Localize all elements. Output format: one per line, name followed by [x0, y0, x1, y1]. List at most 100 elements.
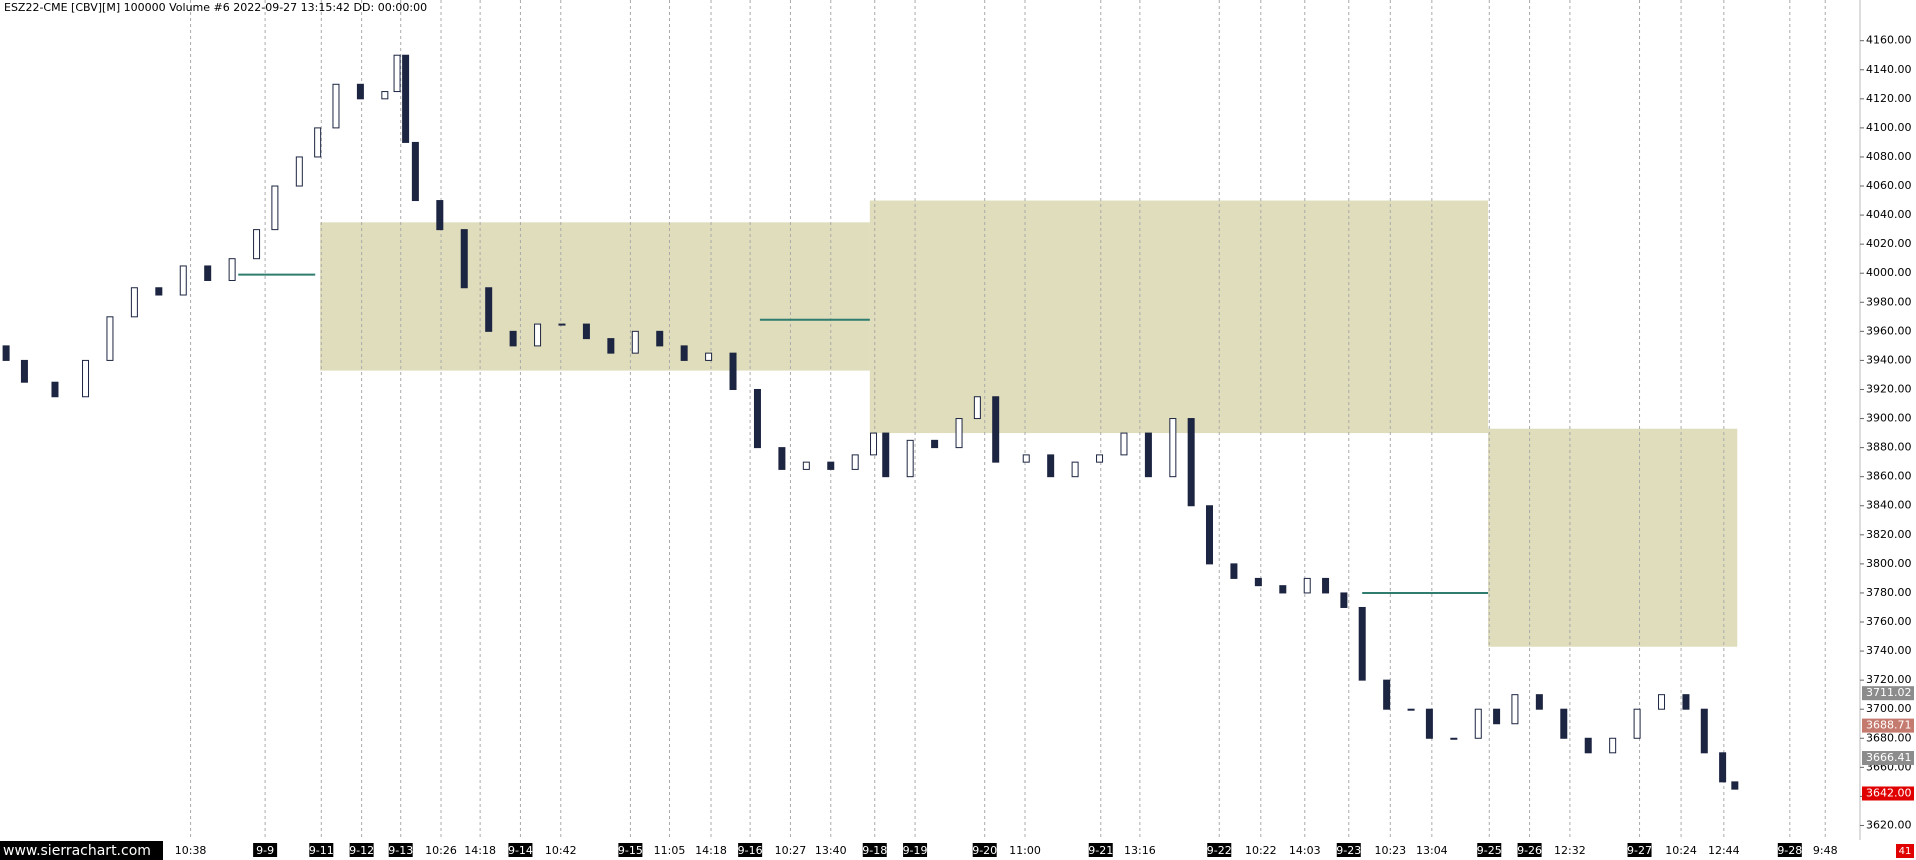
candle — [906, 439, 914, 478]
candle — [1205, 505, 1213, 565]
candle — [680, 345, 688, 361]
candle — [82, 359, 90, 398]
candle — [729, 352, 737, 390]
x-tick-label: 9-19 — [903, 844, 928, 857]
candle — [51, 381, 59, 398]
candle — [1682, 694, 1690, 710]
x-tick-label: 14:18 — [695, 844, 727, 857]
candle — [295, 156, 303, 187]
date-label-box — [349, 843, 374, 857]
date-label-box — [309, 843, 334, 857]
candle — [1230, 563, 1238, 579]
x-tick-label: 9-22 — [1207, 844, 1232, 857]
y-tick-label: 3680.00 — [1866, 731, 1912, 744]
candle — [973, 396, 981, 420]
corner-label: 41 — [1899, 846, 1912, 857]
candle — [1700, 708, 1708, 754]
price-label-box — [1862, 718, 1914, 733]
candle — [509, 330, 517, 347]
x-tick-label: 9-23 — [1336, 844, 1361, 857]
candle — [1383, 679, 1391, 710]
x-tick-label: 14:03 — [1289, 844, 1321, 857]
y-tick-label: 3900.00 — [1866, 412, 1912, 425]
x-tick-label: 10:38 — [175, 844, 207, 857]
date-label-box — [1336, 843, 1361, 857]
x-tick-label: 10:23 — [1374, 844, 1406, 857]
candle — [882, 432, 890, 478]
candle — [802, 461, 810, 470]
candle — [204, 265, 212, 281]
x-tick-label: 9:48 — [1813, 844, 1838, 857]
y-tick-label: 4160.00 — [1866, 34, 1912, 47]
x-tick-label: 13:04 — [1416, 844, 1448, 857]
x-tick-label: 9-14 — [508, 844, 533, 857]
candle — [485, 287, 493, 332]
candle — [1535, 694, 1543, 710]
y-tick-label: 3940.00 — [1866, 353, 1912, 366]
candle — [1340, 592, 1348, 608]
x-tick-label: 10:22 — [1245, 844, 1277, 857]
y-tick-label: 4080.00 — [1866, 150, 1912, 163]
candle — [314, 127, 322, 158]
x-tick-label: 9-12 — [349, 844, 374, 857]
candle — [271, 185, 279, 231]
candle — [1560, 708, 1568, 739]
x-tick-label: 13:16 — [1124, 844, 1156, 857]
y-tick-label: 3880.00 — [1866, 441, 1912, 454]
candle — [460, 229, 468, 289]
watermark: www.sierrachart.com — [3, 843, 151, 859]
candle — [1071, 461, 1079, 478]
y-tick-label: 4040.00 — [1866, 208, 1912, 221]
corner-box — [1896, 844, 1914, 858]
candle — [1493, 708, 1501, 725]
price-label: 3666.41 — [1866, 751, 1912, 764]
candle — [582, 323, 590, 340]
date-label-box — [388, 843, 413, 857]
y-tick-label: 4100.00 — [1866, 121, 1912, 134]
y-tick-label: 3920.00 — [1866, 382, 1912, 395]
candle — [827, 461, 835, 470]
date-label-box — [903, 843, 928, 857]
candle — [1609, 737, 1617, 754]
x-tick-label: 9-26 — [1517, 844, 1542, 857]
candle — [332, 83, 340, 129]
y-tick-label: 4060.00 — [1866, 179, 1912, 192]
date-label-box — [1207, 843, 1232, 857]
candle — [534, 323, 542, 347]
candle — [992, 396, 1000, 463]
y-tick-label: 4120.00 — [1866, 92, 1912, 105]
candle — [130, 287, 138, 318]
date-label-box — [1627, 843, 1652, 857]
candle — [393, 54, 401, 93]
candle — [1358, 606, 1366, 681]
date-label-box — [1477, 843, 1502, 857]
y-tick-label: 4140.00 — [1866, 63, 1912, 76]
price-label-box — [1862, 786, 1914, 801]
price-label-box — [1862, 686, 1914, 701]
y-tick-label: 3960.00 — [1866, 324, 1912, 337]
candle — [20, 359, 28, 383]
x-tick-label: 10:26 — [425, 844, 457, 857]
candle — [402, 54, 410, 143]
y-tick-label: 3700.00 — [1866, 702, 1912, 715]
date-label-box — [862, 843, 887, 857]
x-tick-label: 14:18 — [464, 844, 496, 857]
candle — [179, 265, 187, 296]
x-tick-label: 9-9 — [256, 844, 274, 857]
y-tick-label: 3780.00 — [1866, 586, 1912, 599]
x-tick-label: 9-20 — [972, 844, 997, 857]
candle — [1407, 708, 1415, 711]
y-tick-label: 3740.00 — [1866, 644, 1912, 657]
candle — [1658, 694, 1666, 710]
x-tick-label: 9-28 — [1777, 844, 1802, 857]
y-tick-label: 3760.00 — [1866, 615, 1912, 628]
candle — [228, 258, 236, 281]
candle — [1169, 418, 1177, 478]
x-tick-label: 9-16 — [738, 844, 763, 857]
date-label-box — [1088, 843, 1113, 857]
candle — [1633, 708, 1641, 739]
candle — [356, 83, 364, 100]
price-label: 3642.00 — [1866, 786, 1912, 799]
candle — [656, 330, 664, 347]
candle — [1731, 781, 1739, 790]
